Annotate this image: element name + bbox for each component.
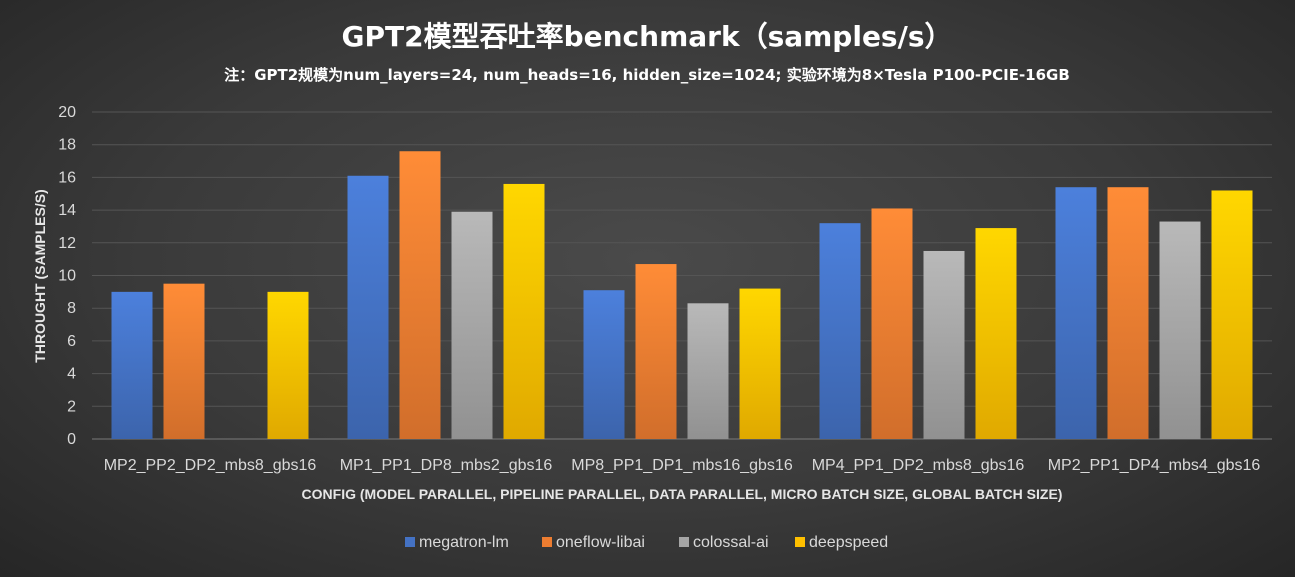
bar-oneflow-libai-3 — [635, 264, 677, 439]
chart-subtitle: 注：GPT2规模为num_layers=24, num_heads=16, hi… — [224, 66, 1070, 84]
legend-label: megatron-lm — [419, 534, 509, 551]
bar-oneflow-libai-4 — [871, 208, 913, 439]
x-category-label: MP2_PP2_DP2_mbs8_gbs16 — [104, 457, 317, 474]
legend-item-deepspeed: deepspeed — [795, 534, 888, 551]
bar-colossal-ai-5 — [1159, 221, 1201, 439]
bar-deepspeed-1 — [267, 291, 309, 439]
y-tick-label: 12 — [58, 235, 76, 252]
bar-colossal-ai-2 — [451, 211, 493, 439]
x-category-label: MP2_PP1_DP4_mbs4_gbs16 — [1048, 457, 1261, 474]
legend-label: deepspeed — [809, 534, 888, 551]
y-tick-label: 2 — [67, 398, 76, 415]
legend-swatch — [679, 537, 689, 547]
legend-swatch — [405, 537, 415, 547]
y-tick-label: 0 — [67, 431, 76, 448]
bar-oneflow-libai-2 — [399, 151, 441, 440]
bar-deepspeed-5 — [1211, 190, 1253, 439]
bar-colossal-ai-4 — [923, 250, 965, 439]
y-tick-label: 10 — [58, 268, 76, 285]
bar-megatron-lm-2 — [347, 175, 389, 439]
y-tick-label: 18 — [58, 137, 76, 154]
y-tick-label: 8 — [67, 300, 76, 317]
bar-megatron-lm-1 — [111, 291, 153, 439]
bars — [111, 151, 1253, 440]
legend-item-colossal-ai: colossal-ai — [679, 534, 769, 551]
bar-megatron-lm-3 — [583, 290, 625, 439]
y-axis-ticks: 0 2 4 6 8 10 12 14 16 18 20 — [58, 104, 76, 448]
legend: megatron-lm oneflow-libai colossal-ai deeps… — [405, 534, 888, 551]
chart-title: GPT2模型吞吐率benchmark（samples/s） — [341, 20, 952, 53]
y-tick-label: 16 — [58, 169, 76, 186]
legend-swatch — [542, 537, 552, 547]
bar-colossal-ai-3 — [687, 303, 729, 439]
bar-oneflow-libai-1 — [163, 283, 205, 439]
y-tick-label: 20 — [58, 104, 76, 121]
x-axis-title: CONFIG (MODEL PARALLEL, PIPELINE PARALLE… — [302, 486, 1063, 502]
bar-megatron-lm-5 — [1055, 187, 1097, 439]
x-axis-categories: MP2_PP2_DP2_mbs8_gbs16 MP1_PP1_DP8_mbs2_g… — [104, 457, 1261, 474]
x-category-label: MP8_PP1_DP1_mbs16_gbs16 — [571, 457, 793, 474]
bar-oneflow-libai-5 — [1107, 187, 1149, 439]
y-tick-label: 14 — [58, 202, 76, 219]
bar-deepspeed-2 — [503, 183, 545, 439]
legend-label: colossal-ai — [693, 534, 769, 551]
legend-item-oneflow-libai: oneflow-libai — [542, 534, 645, 551]
bar-deepspeed-3 — [739, 288, 781, 439]
y-tick-label: 4 — [67, 366, 76, 383]
y-tick-label: 6 — [67, 333, 76, 350]
x-category-label: MP1_PP1_DP8_mbs2_gbs16 — [340, 457, 553, 474]
bar-deepspeed-4 — [975, 228, 1017, 439]
bar-megatron-lm-4 — [819, 223, 861, 439]
legend-label: oneflow-libai — [556, 534, 645, 551]
legend-swatch — [795, 537, 805, 547]
x-category-label: MP4_PP1_DP2_mbs8_gbs16 — [812, 457, 1025, 474]
y-axis-title: THROUGHT (SAMPLES/S) — [32, 189, 48, 362]
legend-item-megatron-lm: megatron-lm — [405, 534, 509, 551]
